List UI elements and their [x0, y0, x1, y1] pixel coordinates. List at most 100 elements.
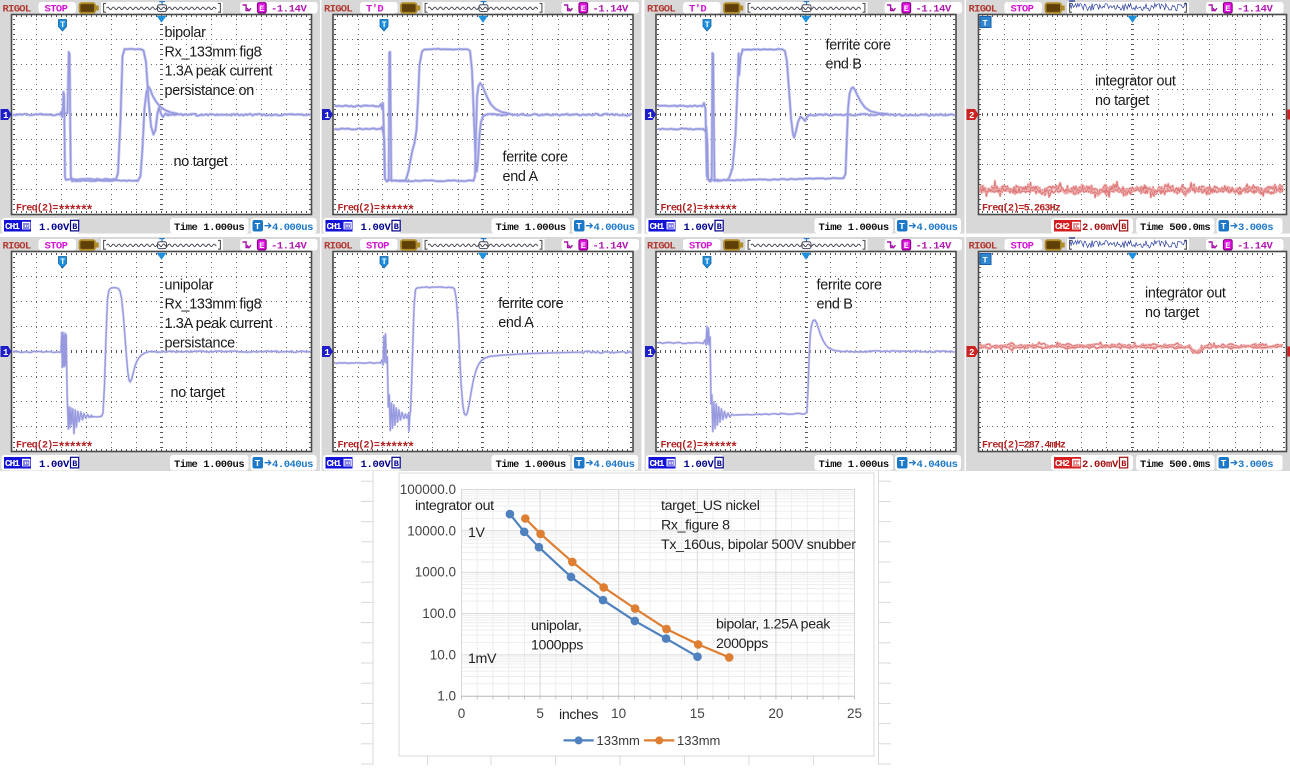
- svg-text:no target: no target: [1145, 305, 1199, 321]
- svg-text:T: T: [983, 18, 988, 28]
- svg-text:Freq(2)=******: Freq(2)=******: [338, 203, 415, 219]
- svg-text:CH1: CH1: [650, 221, 665, 232]
- svg-text:RIGOL: RIGOL: [647, 3, 675, 15]
- svg-text:4.040us: 4.040us: [594, 459, 635, 471]
- svg-text:CH1: CH1: [650, 458, 665, 469]
- svg-text:RIGOL: RIGOL: [647, 240, 675, 252]
- svg-text:B: B: [394, 459, 399, 469]
- svg-text:133mm: 133mm: [597, 733, 640, 748]
- svg-text:T: T: [60, 258, 65, 267]
- svg-text:STOP: STOP: [1011, 240, 1034, 252]
- svg-text:CH2: CH2: [1055, 221, 1070, 232]
- svg-text:inches: inches: [559, 707, 598, 723]
- svg-text:T: T: [576, 221, 582, 232]
- svg-text:unipolar: unipolar: [165, 277, 214, 293]
- svg-text:T: T: [899, 221, 905, 232]
- svg-text:integrator out: integrator out: [415, 498, 494, 514]
- svg-text:STOP: STOP: [366, 240, 389, 252]
- svg-text:1.00V: 1.00V: [39, 459, 70, 471]
- svg-text:4.000us: 4.000us: [272, 222, 313, 234]
- svg-text:RIGOL: RIGOL: [3, 3, 31, 15]
- svg-text:1.00V: 1.00V: [39, 222, 70, 234]
- svg-text:B: B: [1121, 222, 1126, 232]
- svg-text:Time 1.000us: Time 1.000us: [496, 459, 566, 471]
- svg-text:RIGOL: RIGOL: [969, 240, 997, 252]
- svg-text:-1.14V: -1.14V: [593, 3, 630, 15]
- svg-text:3.000s: 3.000s: [1238, 459, 1273, 471]
- svg-text:Time 500.0ms: Time 500.0ms: [1140, 459, 1210, 471]
- svg-text:Time 1.000us: Time 1.000us: [819, 222, 889, 234]
- svg-text:10.0: 10.0: [430, 647, 456, 662]
- svg-text:RIGOL: RIGOL: [3, 240, 31, 252]
- svg-text:STOP: STOP: [689, 240, 712, 252]
- svg-text:no target: no target: [174, 154, 228, 170]
- svg-text:T: T: [382, 258, 387, 267]
- svg-text:10000.0: 10000.0: [407, 523, 456, 538]
- svg-text:100000.0: 100000.0: [400, 482, 456, 497]
- svg-text:1: 1: [648, 111, 654, 121]
- svg-text:2000pps: 2000pps: [716, 636, 768, 652]
- svg-text:1: 1: [325, 348, 331, 358]
- svg-text:E: E: [1225, 4, 1230, 14]
- svg-text:RIGOL: RIGOL: [969, 3, 997, 15]
- svg-text:-1.14V: -1.14V: [1237, 3, 1274, 15]
- svg-text:STOP: STOP: [45, 3, 68, 15]
- svg-text:Rx_133mm fig8: Rx_133mm fig8: [165, 297, 262, 313]
- svg-text:T: T: [899, 458, 905, 469]
- svg-text:Freq(2)=287.4mHz: Freq(2)=287.4mHz: [982, 440, 1066, 452]
- svg-text:20: 20: [768, 706, 783, 721]
- svg-text:end B: end B: [817, 297, 853, 313]
- svg-text:integrator out: integrator out: [1095, 74, 1176, 90]
- svg-text:E: E: [581, 4, 586, 14]
- svg-text:1: 1: [325, 111, 331, 121]
- svg-text:1.00V: 1.00V: [684, 222, 715, 234]
- svg-text:Freq(2)=******: Freq(2)=******: [16, 203, 93, 219]
- svg-text:1: 1: [648, 348, 654, 358]
- svg-text:end B: end B: [826, 57, 862, 73]
- svg-text:persistance on: persistance on: [165, 83, 255, 99]
- svg-text:T: T: [1221, 458, 1227, 469]
- svg-text:T: T: [255, 221, 261, 232]
- svg-text:no target: no target: [1095, 93, 1149, 109]
- svg-text:Rx_figure 8: Rx_figure 8: [661, 518, 730, 534]
- svg-text:1.3A peak current: 1.3A peak current: [165, 64, 273, 80]
- svg-text:Freq(2)=******: Freq(2)=******: [661, 440, 738, 456]
- svg-text:1.00V: 1.00V: [361, 459, 392, 471]
- svg-text:persistance: persistance: [165, 335, 236, 351]
- svg-text:10: 10: [611, 706, 626, 721]
- svg-text:end A: end A: [498, 315, 534, 331]
- svg-text:-1.14V: -1.14V: [916, 3, 953, 15]
- svg-text:bipolar: bipolar: [165, 25, 207, 41]
- svg-text:15: 15: [690, 706, 705, 721]
- svg-text:Time 1.000us: Time 1.000us: [496, 222, 566, 234]
- svg-text:3.000s: 3.000s: [1238, 222, 1273, 234]
- svg-text:1V: 1V: [468, 525, 486, 541]
- svg-text:E: E: [581, 241, 586, 251]
- svg-text:100.0: 100.0: [422, 606, 456, 621]
- svg-text:Freq(2)=5.263Hz: Freq(2)=5.263Hz: [982, 203, 1061, 215]
- svg-text:4.000us: 4.000us: [917, 222, 958, 234]
- svg-text:2: 2: [969, 111, 974, 121]
- svg-text:E: E: [904, 4, 909, 14]
- svg-text:B: B: [717, 459, 722, 469]
- svg-text:Rx_133mm fig8: Rx_133mm fig8: [165, 44, 262, 60]
- svg-text:integrator out: integrator out: [1145, 286, 1226, 302]
- svg-text:1.00V: 1.00V: [684, 459, 715, 471]
- svg-text:CH1: CH1: [5, 458, 20, 469]
- svg-text:1.00V: 1.00V: [361, 222, 392, 234]
- svg-text:CH1: CH1: [327, 458, 342, 469]
- svg-text:E: E: [904, 241, 909, 251]
- svg-text:ferrite core: ferrite core: [817, 277, 882, 293]
- svg-text:5: 5: [536, 706, 544, 721]
- svg-text:T'D: T'D: [366, 3, 383, 15]
- svg-text:ferrite core: ferrite core: [826, 37, 891, 53]
- svg-text:CH1: CH1: [327, 221, 342, 232]
- svg-text:T'D: T'D: [689, 3, 706, 15]
- svg-text:1mV: 1mV: [468, 651, 497, 667]
- svg-text:T: T: [576, 458, 582, 469]
- svg-text:STOP: STOP: [45, 240, 68, 252]
- svg-text:1: 1: [3, 111, 9, 121]
- svg-text:CH1: CH1: [5, 221, 20, 232]
- svg-text:1.0: 1.0: [437, 689, 456, 704]
- svg-text:-1.14V: -1.14V: [271, 240, 308, 252]
